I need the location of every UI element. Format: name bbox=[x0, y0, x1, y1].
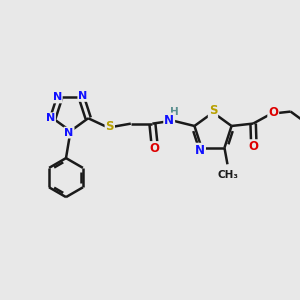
Text: CH₃: CH₃ bbox=[218, 170, 239, 180]
Text: N: N bbox=[164, 113, 174, 127]
Text: O: O bbox=[249, 140, 259, 153]
Text: H: H bbox=[170, 107, 179, 117]
Text: O: O bbox=[268, 106, 278, 119]
Text: N: N bbox=[52, 92, 62, 103]
Text: N: N bbox=[78, 91, 88, 101]
Text: S: S bbox=[106, 120, 114, 133]
Text: N: N bbox=[195, 144, 205, 157]
Text: N: N bbox=[46, 113, 55, 123]
Text: S: S bbox=[209, 104, 217, 118]
Text: N: N bbox=[64, 128, 74, 138]
Text: O: O bbox=[149, 142, 160, 155]
